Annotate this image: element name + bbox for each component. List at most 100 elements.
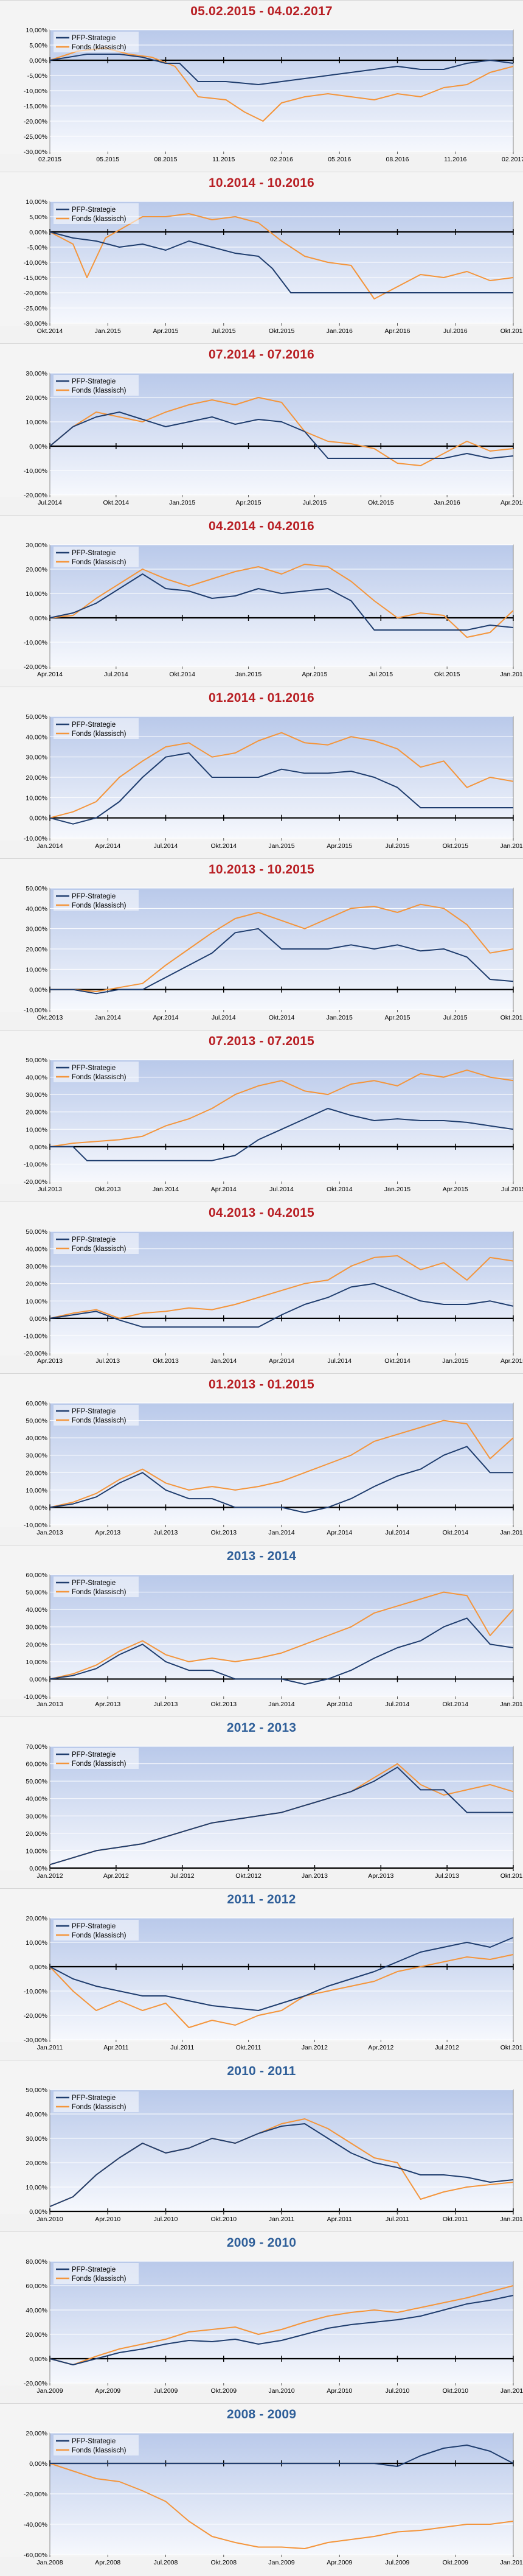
- y-tick-label: 10,00%: [26, 2184, 47, 2191]
- y-tick-label: 20,00%: [26, 946, 47, 953]
- x-tick-label: 11.2016: [444, 156, 466, 163]
- chart-panel: 01.2014 - 01.2016 50,00% 40,00% 30,00% 20,00…: [0, 687, 523, 850]
- chart-panel: 2012 - 2013 70,00% 60,00% 50,00% 40,00% 30,00…: [0, 1717, 523, 1880]
- x-tick-label: Jan.2014: [268, 1701, 294, 1708]
- x-tick-label: Jul.2010: [386, 2387, 410, 2395]
- y-tick-label: 0,00%: [29, 815, 47, 822]
- series-line-pfp: [50, 928, 514, 995]
- chart-panel: 2009 - 2010 80,00% 60,00% 40,00% 20,00% 0,00%…: [0, 2231, 523, 2395]
- legend-box: [54, 1920, 139, 1941]
- x-tick-label: Okt.2013: [210, 1701, 237, 1708]
- series-line-pfp: [49, 411, 514, 459]
- x-tick-label: Jan.2014: [153, 1186, 179, 1193]
- x-tick-label: 02.2017: [502, 156, 523, 163]
- x-tick-label: Okt.2015: [368, 499, 394, 506]
- y-tick-label: 10,00%: [26, 419, 47, 426]
- y-tick-label: -60,00%: [24, 2552, 47, 2559]
- y-tick-label: 20,00%: [26, 1830, 47, 1838]
- y-tick-label: 30,00%: [26, 926, 47, 933]
- y-tick-label: 30,00%: [26, 754, 47, 761]
- line-chart: 60,00% 50,00% 40,00% 30,00% 20,00% 10,00% 0,00…: [24, 1400, 523, 1536]
- y-tick-label: 50,00%: [26, 1418, 47, 1425]
- y-tick-label: 60,00%: [26, 2283, 47, 2290]
- x-tick-label: Jul.2014: [327, 1357, 352, 1365]
- line-chart: 50,00%40,00%30,00%20,00%10,00%0,00%Jan.2…: [26, 2087, 523, 2223]
- x-tick-label: Jan.2011: [269, 2216, 295, 2223]
- x-tick-label: Okt.2014: [442, 1529, 468, 1536]
- x-tick-label: Jan.2014: [36, 842, 63, 850]
- x-tick-label: Jan.2012: [500, 2216, 523, 2223]
- x-tick-label: Apr.2014: [153, 1014, 178, 1021]
- y-tick-label: -20,00%: [24, 290, 47, 297]
- x-tick-label: Jul.2014: [154, 842, 178, 850]
- x-tick-label: Okt.2014: [327, 1186, 353, 1193]
- x-tick-label: 02.2016: [270, 156, 293, 163]
- y-tick-label: 20,00%: [26, 566, 47, 573]
- chart-title: 2012 - 2013: [226, 1721, 297, 1735]
- y-tick-label: 0,00%: [29, 1144, 47, 1151]
- legend-box: [54, 2091, 139, 2112]
- x-tick-label: Apr.2011: [327, 2216, 352, 2223]
- y-tick-label: 0,00%: [29, 987, 47, 994]
- x-tick-label: Jan.2015: [442, 1357, 468, 1365]
- y-tick-label: 30,00%: [26, 2135, 47, 2143]
- x-tick-label: Okt.2016: [500, 327, 523, 335]
- y-tick-label: -40,00%: [24, 2521, 47, 2529]
- y-tick-label: 50,00%: [26, 1589, 47, 1597]
- y-tick-label: 30,00%: [26, 1813, 47, 1820]
- legend-box: [54, 1748, 139, 1769]
- y-tick-label: 10,00%: [26, 1659, 47, 1666]
- series-line-pfp: [49, 573, 514, 631]
- series-line-fonds: [49, 2285, 514, 2365]
- x-tick-label: Jul.2015: [212, 327, 236, 335]
- y-tick-label: 40,00%: [26, 1796, 47, 1803]
- y-tick-label: 0,00%: [29, 1315, 47, 1323]
- y-tick-label: 30,00%: [26, 1091, 47, 1099]
- y-tick-label: -10,00%: [24, 639, 47, 646]
- y-tick-label: -20,00%: [24, 2012, 47, 2020]
- legend-box: [54, 203, 139, 224]
- x-tick-label: Jan.2014: [268, 1529, 294, 1536]
- legend-box: [54, 32, 139, 52]
- y-tick-label: 10,00%: [26, 198, 47, 206]
- chart-panel: 07.2013 - 07.2015 50,00% 40,00% 30,00% 20,00…: [0, 1030, 523, 1193]
- x-tick-label: Okt.2010: [210, 2216, 237, 2223]
- y-tick-label: 50,00%: [26, 1057, 47, 1064]
- legend-fonds-label: Fonds (klassisch): [72, 1932, 126, 1939]
- x-tick-label: Jan.2009: [36, 2387, 63, 2395]
- x-tick-label: Jan.2014: [95, 1014, 121, 1021]
- x-tick-label: Okt.2008: [210, 2559, 237, 2566]
- x-tick-label: Jan.2016: [500, 671, 523, 678]
- chart-title: 07.2014 - 07.2016: [209, 348, 314, 362]
- legend-fonds-label: Fonds (klassisch): [72, 215, 126, 223]
- x-tick-label: Jan.2015: [500, 1701, 523, 1708]
- x-tick-label: Jan.2016: [500, 842, 523, 850]
- y-tick-label: -10,00%: [24, 1988, 47, 1995]
- x-tick-label: Jul.2014: [269, 1186, 294, 1193]
- y-tick-label: -20,00%: [24, 1350, 47, 1357]
- x-tick-label: Jul.2014: [386, 1529, 410, 1536]
- chart-panel: 04.2014 - 04.2016 30,00% 20,00% 10,00% 0,00%…: [0, 515, 523, 678]
- series-line-fonds: [49, 732, 514, 819]
- x-tick-label: Jan.2010: [268, 2387, 294, 2395]
- y-tick-label: 0,00%: [29, 2208, 47, 2216]
- x-tick-label: Apr.2009: [95, 2387, 120, 2395]
- x-tick-label: Jul.2015: [386, 842, 410, 850]
- x-tick-label: Jan.2012: [302, 2044, 328, 2051]
- x-tick-label: Apr.2016: [500, 499, 523, 506]
- y-tick-label: 60,00%: [26, 1761, 47, 1768]
- chart-panel: 01.2013 - 01.2015 60,00% 50,00% 40,00% 30,00…: [0, 1373, 523, 1536]
- series-line-fonds: [49, 1591, 514, 1680]
- chart-panel: 2008 - 2009 20,00% 0,00% -20,00% -40,00% -60,…: [0, 2403, 523, 2566]
- legend-fonds-label: Fonds (klassisch): [72, 2447, 126, 2454]
- x-tick-label: Jul.2013: [38, 1186, 62, 1193]
- series-line-pfp: [49, 2295, 514, 2365]
- x-tick-label: Okt.2014: [210, 842, 237, 850]
- line-chart: 10,00% 5,00% 0,00% -5,00% -10,00% -15,00% -20,…: [24, 27, 523, 163]
- chart-title: 10.2014 - 10.2016: [209, 176, 314, 190]
- y-tick-label: 50,00%: [26, 885, 47, 892]
- y-tick-label: 20,00%: [26, 1915, 47, 1922]
- series-line-pfp: [49, 54, 514, 85]
